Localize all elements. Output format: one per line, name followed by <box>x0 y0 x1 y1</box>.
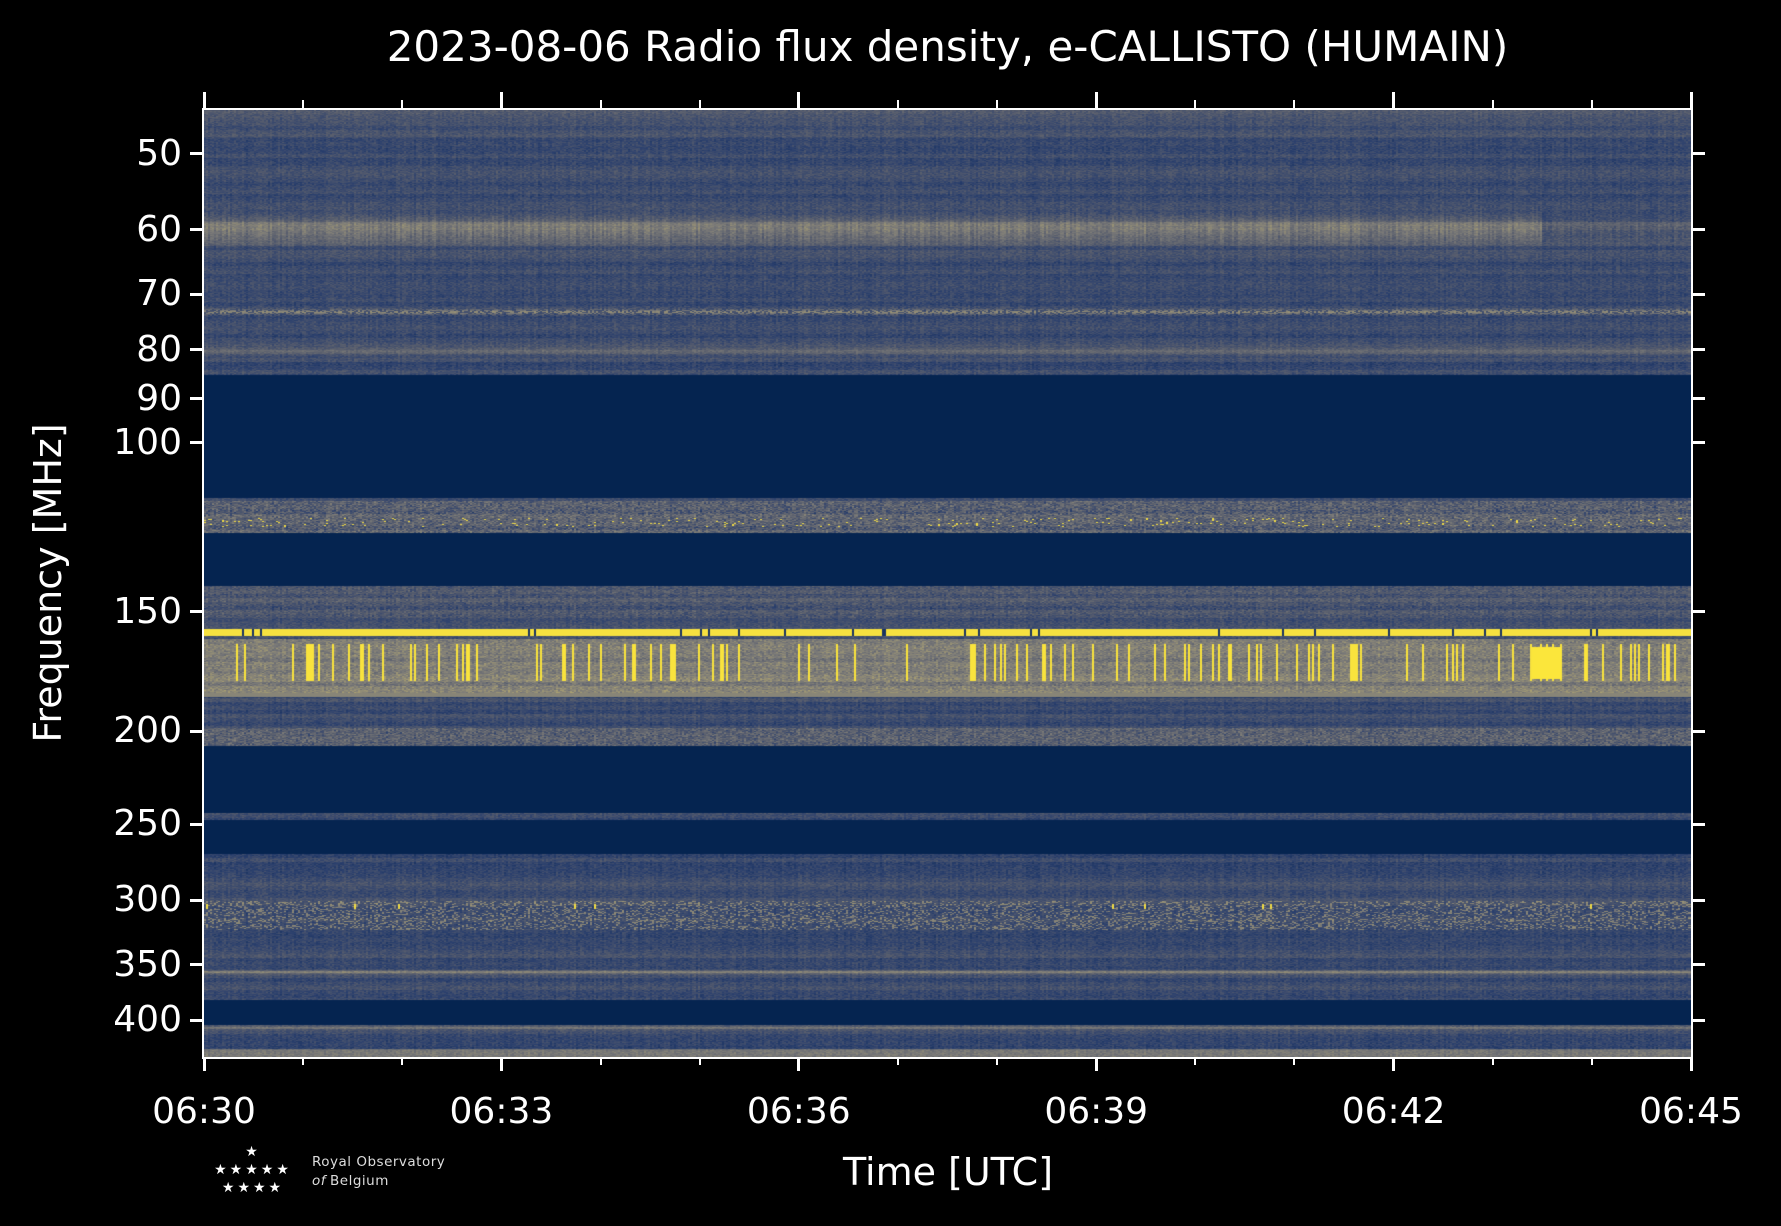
y-tick-label: 90 <box>136 377 182 419</box>
logo-stars-icon: ★ ★★★★★ ★★★★ <box>214 1144 292 1196</box>
x-minor-tick <box>1293 1057 1296 1065</box>
logo-line2: Belgium <box>330 1173 389 1189</box>
x-minor-tick-top <box>996 100 999 108</box>
x-minor-tick <box>996 1057 999 1065</box>
y-tick-mark <box>190 152 204 156</box>
x-minor-tick <box>896 1057 899 1065</box>
y-tick-mark-right <box>1691 822 1705 826</box>
y-tick-mark-right <box>1691 963 1705 967</box>
x-tick-label: 06:42 <box>1341 1091 1446 1132</box>
x-tick-mark <box>797 1057 801 1071</box>
y-tick-mark <box>190 729 204 733</box>
y-tick-mark-right <box>1691 441 1705 445</box>
y-tick-mark <box>190 348 204 352</box>
y-tick-mark <box>190 963 204 967</box>
y-tick-mark-right <box>1691 1018 1705 1022</box>
y-tick-label: 60 <box>136 208 182 250</box>
x-minor-tick <box>698 1057 701 1065</box>
x-tick-mark <box>1094 1057 1098 1071</box>
y-tick-mark-right <box>1691 610 1705 614</box>
x-minor-tick-top <box>698 100 701 108</box>
x-tick-mark-top <box>202 92 206 108</box>
x-tick-mark <box>1689 1057 1693 1071</box>
x-tick-mark <box>202 1057 206 1071</box>
x-minor-tick <box>1491 1057 1494 1065</box>
x-tick-label: 06:45 <box>1639 1091 1743 1132</box>
x-tick-mark-top <box>499 92 503 108</box>
logo-of: of <box>312 1173 327 1189</box>
x-minor-tick <box>401 1057 404 1065</box>
x-tick-mark-top <box>1689 92 1693 108</box>
y-tick-mark-right <box>1691 228 1705 232</box>
y-tick-mark-right <box>1691 348 1705 352</box>
x-tick-mark-top <box>1094 92 1098 108</box>
chart-title: 2023-08-06 Radio flux density, e-CALLIST… <box>386 22 1509 71</box>
y-axis-label: Frequency [MHz] <box>26 423 70 743</box>
y-tick-mark <box>190 1018 204 1022</box>
y-tick-mark <box>190 898 204 902</box>
y-tick-mark-right <box>1691 898 1705 902</box>
x-minor-tick-top <box>1293 100 1296 108</box>
x-tick-label: 06:33 <box>449 1091 554 1132</box>
y-tick-label: 300 <box>113 879 182 921</box>
y-tick-label: 250 <box>113 803 182 845</box>
y-tick-label: 350 <box>113 943 182 985</box>
y-tick-mark-right <box>1691 397 1705 401</box>
x-tick-label: 06:30 <box>152 1091 256 1132</box>
x-minor-tick-top <box>1491 100 1494 108</box>
x-tick-label: 06:36 <box>746 1091 851 1132</box>
y-tick-label: 150 <box>113 590 182 632</box>
x-minor-tick <box>302 1057 305 1065</box>
y-tick-label: 70 <box>136 273 182 315</box>
x-minor-tick <box>1194 1057 1197 1065</box>
x-minor-tick <box>1590 1057 1593 1065</box>
royal-observatory-logo: ★ ★★★★★ ★★★★ Royal Observatory of Belgium <box>208 1143 468 1203</box>
x-minor-tick-top <box>302 100 305 108</box>
x-tick-mark-top <box>1392 92 1396 108</box>
y-tick-mark-right <box>1691 729 1705 733</box>
y-tick-label: 400 <box>113 999 182 1041</box>
x-tick-mark-top <box>797 92 801 108</box>
y-tick-label: 80 <box>136 328 182 370</box>
x-axis-label: Time [UTC] <box>842 1150 1054 1194</box>
x-minor-tick-top <box>401 100 404 108</box>
y-tick-mark <box>190 397 204 401</box>
axes-frame <box>202 108 1693 1059</box>
x-tick-mark <box>499 1057 503 1071</box>
x-tick-mark <box>1392 1057 1396 1071</box>
y-tick-mark <box>190 610 204 614</box>
y-tick-mark <box>190 441 204 445</box>
x-minor-tick <box>599 1057 602 1065</box>
x-minor-tick-top <box>599 100 602 108</box>
y-tick-mark <box>190 292 204 296</box>
y-tick-label: 50 <box>136 132 182 174</box>
spectrogram-plot-area <box>204 110 1691 1057</box>
logo-text: Royal Observatory of Belgium <box>312 1153 445 1191</box>
y-tick-label: 200 <box>113 710 182 752</box>
spectrogram-heatmap <box>204 110 1691 1057</box>
x-minor-tick-top <box>1590 100 1593 108</box>
logo-line1: Royal Observatory <box>312 1154 446 1170</box>
x-minor-tick-top <box>896 100 899 108</box>
y-tick-mark-right <box>1691 152 1705 156</box>
y-tick-mark <box>190 822 204 826</box>
x-tick-label: 06:39 <box>1044 1091 1149 1132</box>
y-tick-label: 100 <box>113 421 182 463</box>
y-tick-mark-right <box>1691 292 1705 296</box>
x-minor-tick-top <box>1194 100 1197 108</box>
y-tick-mark <box>190 228 204 232</box>
